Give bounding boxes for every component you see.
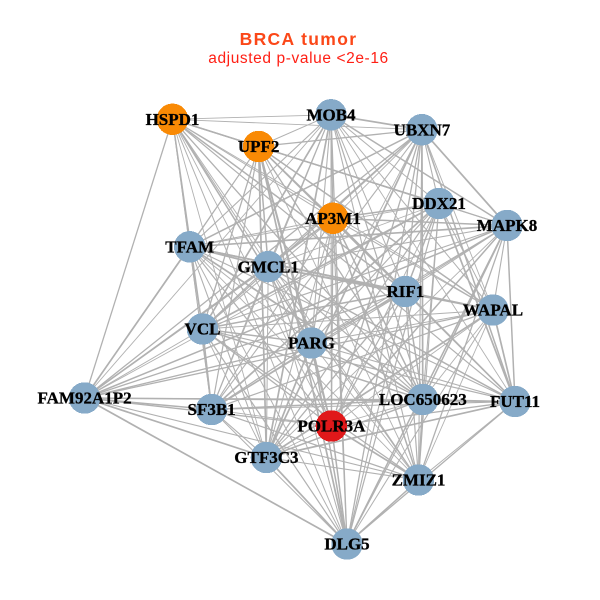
svg-text:HSPD1: HSPD1 xyxy=(146,110,200,129)
svg-text:PARG: PARG xyxy=(288,334,335,353)
svg-text:GTF3C3: GTF3C3 xyxy=(234,448,298,467)
svg-text:AP3M1: AP3M1 xyxy=(305,209,361,228)
svg-text:VCL: VCL xyxy=(185,320,221,339)
svg-text:POLR3A: POLR3A xyxy=(297,417,366,436)
svg-text:WAPAL: WAPAL xyxy=(463,301,523,320)
svg-text:RIF1: RIF1 xyxy=(387,282,425,301)
svg-text:LOC650623: LOC650623 xyxy=(379,390,467,409)
svg-text:UPF2: UPF2 xyxy=(238,137,280,156)
svg-text:FAM92A1P2: FAM92A1P2 xyxy=(38,389,132,408)
svg-text:ZMIZ1: ZMIZ1 xyxy=(392,471,446,490)
svg-text:DDX21: DDX21 xyxy=(412,194,466,213)
svg-text:GMCL1: GMCL1 xyxy=(238,257,299,276)
svg-text:DLG5: DLG5 xyxy=(324,535,369,554)
svg-text:MAPK8: MAPK8 xyxy=(477,216,537,235)
svg-text:UBXN7: UBXN7 xyxy=(394,120,451,139)
svg-text:TFAM: TFAM xyxy=(165,238,214,257)
svg-text:FUT11: FUT11 xyxy=(490,392,540,411)
svg-text:MOB4: MOB4 xyxy=(306,106,356,125)
svg-text:SF3B1: SF3B1 xyxy=(188,400,236,419)
